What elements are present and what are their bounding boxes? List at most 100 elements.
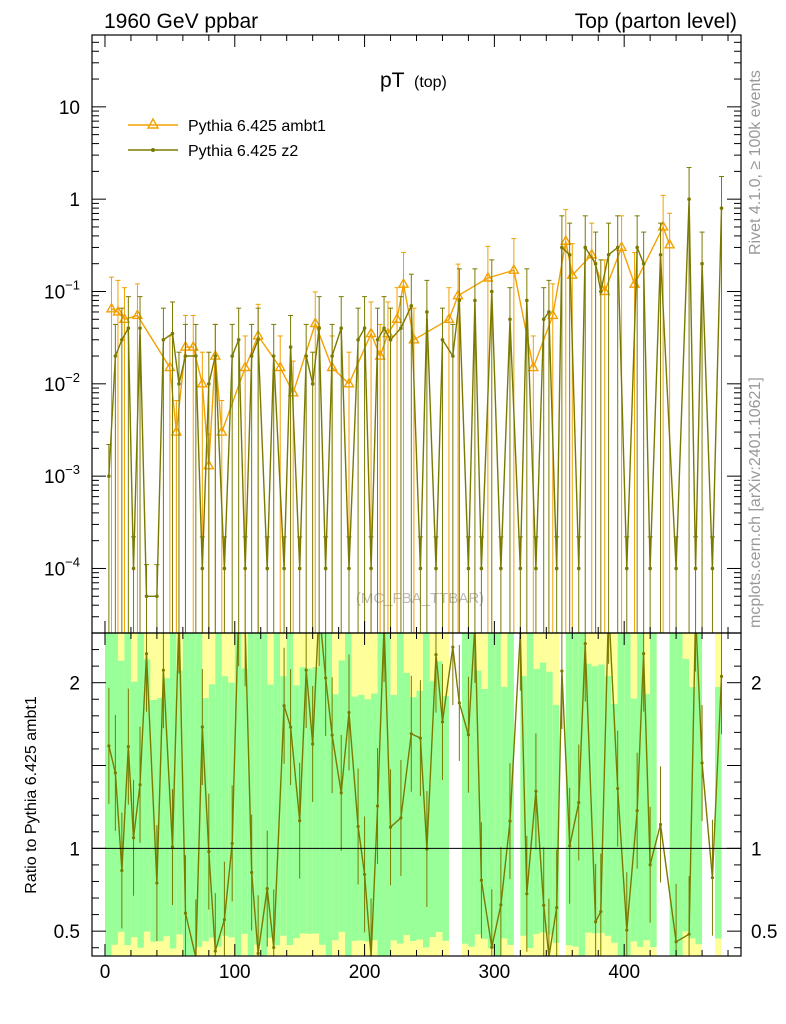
data-point-dot [687, 197, 691, 201]
data-point-dot [674, 566, 678, 571]
data-point-dot [207, 382, 211, 386]
legend-dot-marker-icon [151, 148, 155, 152]
ratio-point-dot [451, 645, 455, 649]
ratio-band-inner [410, 697, 417, 941]
ratio-band-inner [397, 633, 404, 944]
data-point-triangle [482, 271, 494, 282]
ratio-band-inner [130, 681, 138, 938]
ratio-band-inner [585, 663, 592, 933]
data-point-dot [236, 337, 241, 342]
ratio-band-inner [689, 687, 696, 939]
ratio-point-dot [183, 911, 188, 915]
data-point-dot [310, 382, 315, 386]
ratio-band-inner [247, 633, 255, 956]
data-point-dot [297, 566, 302, 571]
data-point-dot [256, 337, 260, 342]
data-point-dot [282, 566, 286, 571]
ratio-band-inner [338, 660, 346, 932]
ratio-point-dot [375, 804, 380, 808]
ratio-band-inner [526, 633, 534, 948]
data-point-dot [648, 566, 652, 571]
ratio-point-dot [347, 710, 351, 715]
ratio-band-inner [578, 633, 586, 956]
data-point-dot [554, 566, 559, 571]
ratio-point-dot [207, 850, 211, 854]
data-point-dot [120, 337, 124, 342]
data-point-dot [547, 310, 551, 314]
ratio-band-inner [169, 633, 177, 949]
data-point-dot [222, 566, 227, 571]
data-point-triangle [274, 361, 286, 372]
ratio-band-inner [604, 676, 612, 936]
ratio-point-dot [324, 676, 328, 680]
ratio-point-dot [719, 674, 724, 678]
plot-title-sub: (top) [414, 74, 447, 91]
ratio-point-dot [457, 701, 461, 705]
data-point-dot [719, 206, 724, 210]
data-point-dot [243, 566, 247, 571]
ratio-point-dot [577, 800, 581, 805]
ratio-band-inner [208, 684, 216, 938]
ratio-band-inner [221, 676, 229, 936]
y-tick-label: 10−3 [44, 462, 80, 488]
legend: Pythia 6.425 ambt1 Pythia 6.425 z2 [128, 117, 326, 160]
ratio-band-inner [682, 659, 690, 932]
ratio-band-inner [650, 633, 657, 948]
data-point-dot [138, 326, 142, 331]
ratio-point-dot [107, 744, 111, 748]
data-point-triangle [343, 377, 355, 388]
ratio-band-inner [241, 668, 248, 934]
ratio-band-inner [384, 633, 391, 956]
ratio-band-inner [676, 633, 683, 956]
ratio-uncertainty-bands [104, 633, 722, 956]
data-point-dot [399, 326, 403, 331]
legend-item-z2: Pythia 6.425 z2 [128, 143, 298, 160]
data-point-dot [369, 566, 373, 571]
ratio-band-inner [104, 633, 112, 956]
ratio-point-dot [272, 945, 276, 950]
legend-label-ambt1: Pythia 6.425 ambt1 [188, 118, 326, 135]
data-point-triangle [527, 361, 540, 372]
data-point-triangle [443, 312, 455, 323]
data-point-dot [409, 303, 414, 308]
ratio-band-inner [669, 633, 677, 956]
header-right-label: Top (parton level) [575, 10, 737, 33]
ratio-point-dot [304, 668, 308, 672]
ratio-band-inner [286, 633, 294, 946]
ratio-point-dot [298, 819, 302, 823]
data-point-dot [583, 245, 588, 250]
ratio-band-inner [539, 662, 547, 933]
ratio-band-inner [345, 633, 352, 956]
data-point-dot [541, 317, 546, 322]
ratio-band-inner [637, 633, 644, 947]
ratio-panel-series [107, 633, 724, 956]
ratio-band-inner [351, 696, 359, 941]
data-point-dot [107, 474, 111, 478]
y-tick-label: 10−2 [44, 370, 80, 396]
ratio-point-dot [222, 917, 226, 922]
ratio-band-inner [358, 694, 365, 941]
ratio-band-inner [293, 685, 300, 939]
ratio-point-dot [120, 868, 124, 873]
ratio-point-dot [170, 845, 175, 849]
ratio-point-dot [161, 668, 165, 672]
data-point-dot [457, 298, 462, 303]
x-tick-label: 100 [219, 962, 251, 983]
ratio-band-inner [163, 678, 170, 937]
data-point-triangle [508, 263, 520, 274]
ratio-point-dot [479, 878, 483, 882]
ratio-point-dot [311, 742, 315, 746]
data-point-dot [525, 298, 529, 303]
data-point-dot [518, 566, 523, 571]
data-point-triangle [391, 312, 403, 323]
ratio-band-inner [260, 633, 268, 956]
data-point-dot [170, 331, 175, 336]
ratio-point-dot [687, 932, 691, 936]
ratio-band-inner [695, 633, 703, 945]
ratio-point-dot [362, 872, 367, 877]
ratio-band-inner [461, 633, 469, 944]
data-point-dot [317, 326, 321, 331]
data-point-triangle [547, 309, 559, 320]
ratio-y-tick-label: 1 [751, 839, 762, 860]
